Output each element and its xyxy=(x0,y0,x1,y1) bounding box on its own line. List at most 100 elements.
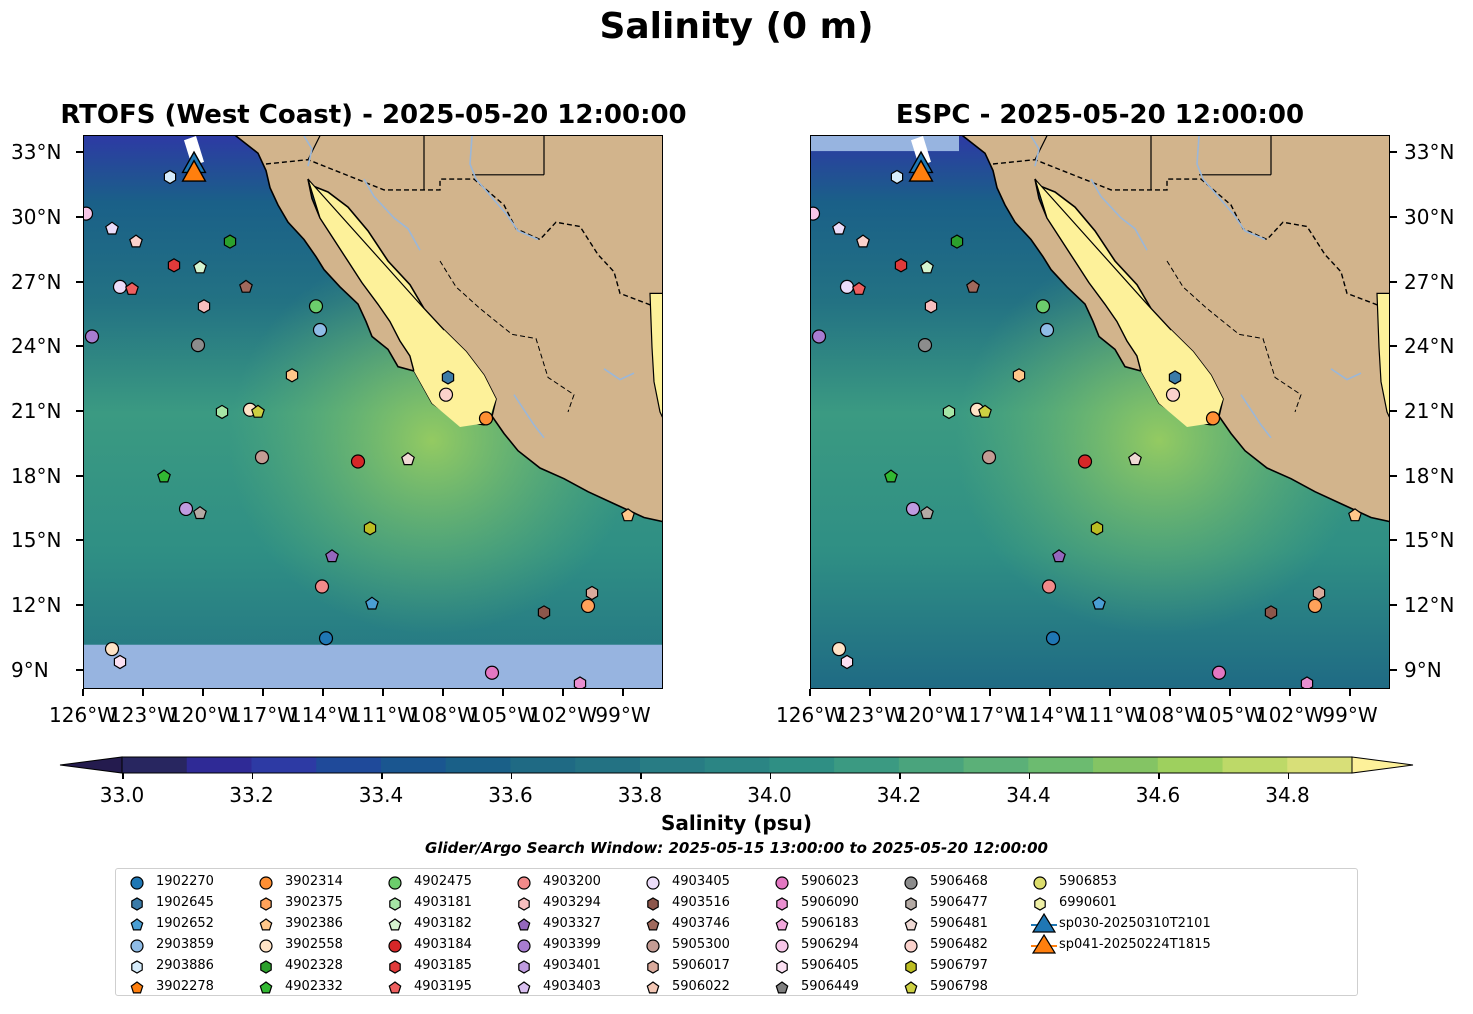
argo-float-marker xyxy=(1348,508,1362,522)
argo-float-marker xyxy=(438,387,454,402)
legend-marker xyxy=(776,897,788,911)
colorbar-tick-mark xyxy=(122,773,124,779)
figure-title: Salinity (0 m) xyxy=(599,6,874,47)
lon-tick-mark xyxy=(322,689,324,696)
legend-label: 5906449 xyxy=(801,979,859,994)
colorbar-tick-mark xyxy=(769,773,771,779)
legend-marker-icon xyxy=(130,981,144,994)
lat-tick-label: 33°N xyxy=(1404,140,1455,165)
legend-label: 3902386 xyxy=(285,916,343,931)
gulf-mouth-plume xyxy=(414,330,496,427)
legend-label: 4903516 xyxy=(672,895,730,910)
legend-label: 5906797 xyxy=(930,958,988,973)
legend-marker xyxy=(259,981,273,994)
legend-marker xyxy=(259,876,273,890)
legend-marker-icon xyxy=(1031,912,1057,933)
legend-marker xyxy=(904,876,918,890)
panel-title-espc: ESPC - 2025-05-20 12:00:00 xyxy=(895,100,1305,130)
lon-tick-mark xyxy=(1049,689,1051,696)
lon-tick-mark xyxy=(142,689,144,696)
mexico-internal-border xyxy=(439,260,575,413)
legend-label: sp030-20250310T2101 xyxy=(1059,916,1211,931)
argo-float-marker xyxy=(1211,665,1227,680)
legend-marker-icon xyxy=(646,876,660,890)
legend-marker xyxy=(775,981,789,994)
colorbar-segment xyxy=(639,757,706,773)
legend-label: 4903746 xyxy=(672,916,730,931)
legend-marker-icon xyxy=(259,876,273,890)
lon-tick-label: 102°W xyxy=(1256,703,1324,727)
colorbar-tick-label: 33.8 xyxy=(617,783,663,807)
legend-marker xyxy=(904,918,918,931)
lon-tick-mark xyxy=(1109,689,1111,696)
lon-tick-label: 108°W xyxy=(1136,703,1204,727)
legend-marker-icon xyxy=(1034,897,1046,911)
panel-title-rtofs: RTOFS (West Coast) - 2025-05-20 12:00:00 xyxy=(60,100,687,130)
river-line xyxy=(1196,136,1266,241)
legend-marker xyxy=(259,939,273,953)
lat-tick-label: 12°N xyxy=(1404,592,1455,617)
lon-tick-label: 126°W xyxy=(49,703,117,727)
legend-marker-icon xyxy=(389,960,401,974)
map-panel-espc[interactable] xyxy=(810,135,1390,689)
argo-float-marker xyxy=(917,337,933,353)
legend-label: 3902558 xyxy=(285,937,343,952)
river-line xyxy=(603,368,635,381)
legend-label: 1902652 xyxy=(156,916,214,931)
argo-float-marker xyxy=(254,450,270,465)
legend-marker xyxy=(517,981,531,994)
legend-marker-icon xyxy=(904,918,918,931)
argo-float-marker xyxy=(950,234,964,249)
lat-tick-mark xyxy=(1390,345,1397,348)
legend-marker-icon xyxy=(646,981,660,994)
legend-marker xyxy=(646,876,660,890)
lat-tick-mark xyxy=(76,280,83,283)
argo-float-marker xyxy=(1052,549,1066,563)
colorbar-segment xyxy=(510,757,576,773)
lon-tick-label: 117°W xyxy=(956,703,1024,727)
lat-tick-mark xyxy=(1390,215,1397,218)
argo-float-marker xyxy=(308,299,324,314)
lon-tick-mark xyxy=(502,689,504,696)
argo-float-marker xyxy=(920,260,934,274)
glider-marker xyxy=(181,159,207,182)
legend-marker xyxy=(905,960,917,974)
legend-label: 4903327 xyxy=(543,916,601,931)
legend-marker-icon xyxy=(775,876,789,890)
lat-tick-label: 15°N xyxy=(1404,528,1455,553)
argo-float-marker xyxy=(163,169,177,185)
legend-label: 5905300 xyxy=(672,937,730,952)
lat-tick-mark xyxy=(76,474,83,477)
colorbar-tick-mark xyxy=(510,773,512,779)
argo-float-marker xyxy=(1205,411,1221,426)
lat-tick-label: 33°N xyxy=(11,140,62,165)
colorbar-segment xyxy=(1157,757,1224,773)
lon-tick-mark xyxy=(442,689,444,696)
legend-marker xyxy=(259,918,273,931)
argo-float-marker xyxy=(239,279,253,293)
land-mexico xyxy=(962,136,1389,523)
lat-tick-mark xyxy=(1390,668,1397,671)
lon-tick-label: 105°W xyxy=(1196,703,1264,727)
legend-label: 5906798 xyxy=(930,979,988,994)
lat-tick-mark xyxy=(76,151,83,154)
lon-tick-label: 105°W xyxy=(469,703,537,727)
argo-float-marker xyxy=(215,404,229,420)
argo-float-marker xyxy=(811,329,827,344)
lon-tick-mark xyxy=(622,689,624,696)
map-panel-rtofs[interactable] xyxy=(83,135,663,689)
legend-label: 4902475 xyxy=(414,874,472,889)
legend-marker-icon xyxy=(130,876,144,890)
lat-tick-mark xyxy=(76,603,83,606)
argo-float-marker xyxy=(314,579,330,594)
lon-tick-label: 114°W xyxy=(289,703,357,727)
gulf-of-mexico-edge xyxy=(649,292,662,418)
legend-label: 5906468 xyxy=(930,874,988,889)
colorbar-segment xyxy=(834,757,900,773)
argo-float-marker xyxy=(1077,454,1093,469)
legend-label: 5906017 xyxy=(672,958,730,973)
colorbar-segment xyxy=(769,757,835,773)
colorbar-tick-mark xyxy=(381,773,383,779)
legend-marker xyxy=(388,876,402,890)
colorbar-tick-label: 33.0 xyxy=(99,783,145,807)
